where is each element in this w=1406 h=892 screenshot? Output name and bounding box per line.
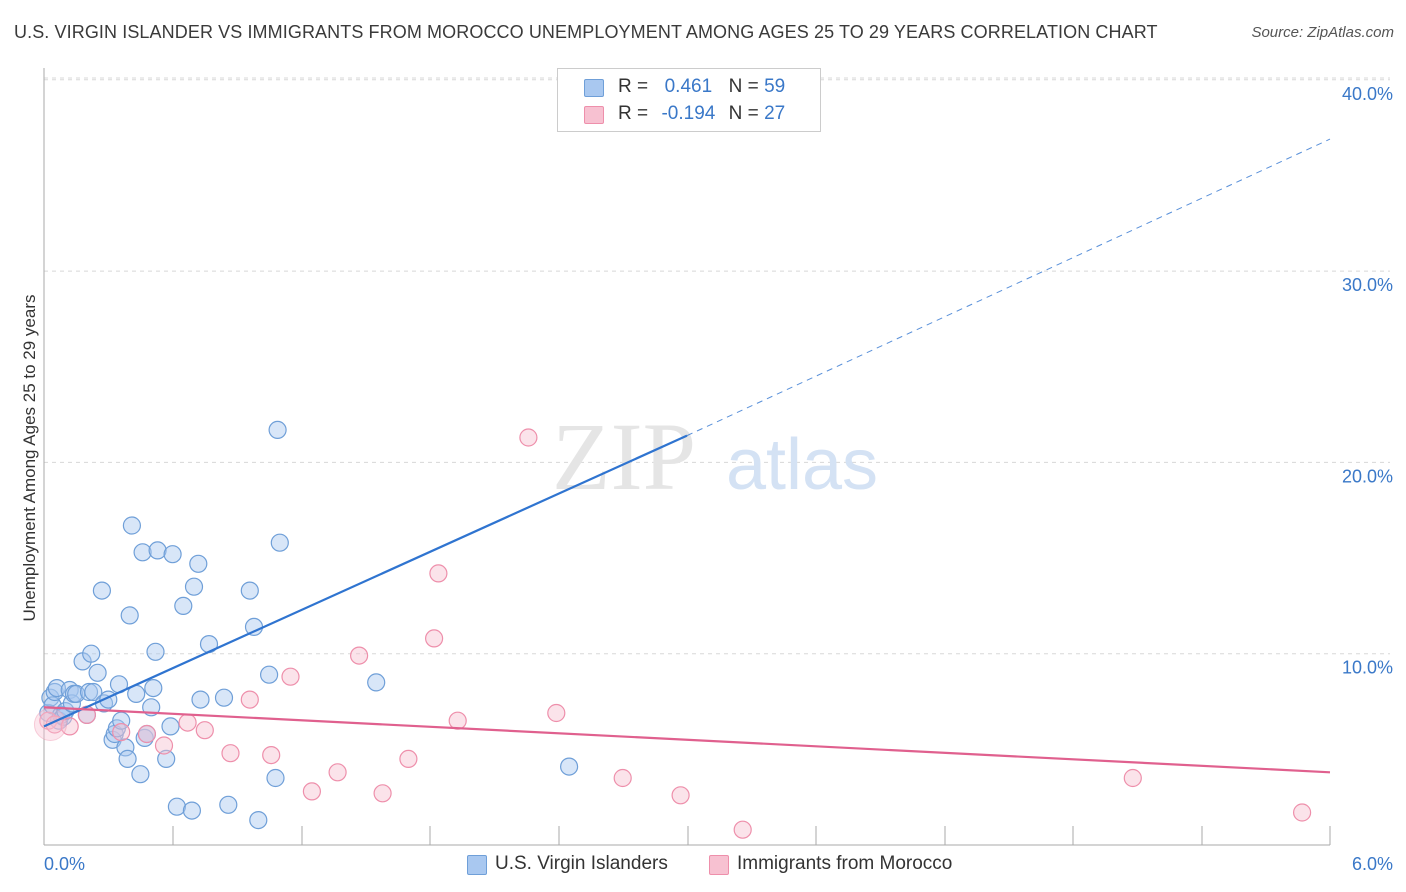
legend-r-value-2: -0.194 — [661, 103, 716, 124]
blue-point-45 — [182, 801, 201, 820]
axis-layer — [43, 68, 1331, 846]
blue-point-19 — [92, 581, 112, 600]
correlation-legend: R = 0.461 N = 59 R = -0.194 N = 27 — [557, 68, 821, 132]
blue-point-15 — [79, 682, 99, 702]
pink-point-24 — [671, 786, 690, 805]
pink-point-26 — [1123, 768, 1142, 788]
legend-n-label-1: N = — [728, 76, 759, 97]
pink-point-15 — [350, 646, 369, 665]
blue-point-18 — [88, 663, 107, 682]
bottom-legend-swatch-pink — [709, 855, 729, 875]
blue-trend-extension — [686, 138, 1331, 437]
pink-point-22 — [547, 703, 566, 723]
pink-point-10 — [240, 690, 259, 709]
x-tick-label-0: 0.0% — [44, 854, 85, 874]
legend-n-value-1: 59 — [764, 76, 786, 97]
blue-point-46 — [184, 577, 204, 596]
source-label: Source: ZipAtlas.com — [1251, 24, 1394, 41]
bottom-legend-swatch-blue — [467, 855, 487, 875]
pink-point-5 — [137, 724, 156, 744]
blue-point-52 — [240, 581, 259, 600]
legend-swatch-pink — [584, 106, 604, 124]
tick-label-layer: 10.0% 20.0% 30.0% 40.0% 0.0% 6.0% — [44, 84, 1393, 874]
blue-point-32 — [131, 765, 150, 784]
blue-point-50 — [214, 688, 234, 707]
blue-point-29 — [120, 606, 139, 625]
pink-point-12 — [281, 667, 300, 686]
y-tick-label-1: 20.0% — [1342, 466, 1393, 486]
y-tick-label-3: 40.0% — [1342, 84, 1393, 104]
blue-point-53 — [244, 617, 264, 637]
legend-n-label-2: N = — [728, 103, 759, 124]
blue-point-30 — [122, 516, 141, 535]
pink-point-13 — [302, 782, 321, 801]
watermark-zip: ZIP — [552, 403, 696, 510]
pink-point-20 — [448, 711, 467, 730]
pink-point-16 — [373, 784, 392, 803]
pink-point-4 — [112, 722, 131, 742]
blue-point-57 — [270, 533, 289, 552]
pink-trend-line — [43, 706, 1331, 774]
blue-point-16 — [82, 644, 101, 663]
points-layer — [33, 70, 1312, 839]
bottom-legend-label-1: U.S. Virgin Islanders — [495, 853, 668, 874]
blue-point-38 — [146, 642, 165, 661]
blue-point-54 — [249, 810, 268, 830]
blue-point-60 — [559, 757, 579, 776]
blue-point-33 — [133, 543, 152, 562]
bottom-legend-series1[interactable]: U.S. Virgin Islanders — [467, 852, 697, 876]
pink-point-9 — [221, 744, 240, 763]
watermark: ZIP atlas — [552, 403, 878, 510]
bottom-legend-series2[interactable]: Immigrants from Morocco — [709, 852, 989, 876]
watermark-atlas: atlas — [726, 425, 878, 505]
pink-point-7 — [178, 713, 197, 732]
pink-point-8 — [195, 721, 214, 740]
legend-swatch-blue — [584, 79, 604, 97]
legend-r-value-1: 0.461 — [664, 76, 713, 97]
blue-point-41 — [161, 717, 180, 736]
pink-point-25 — [733, 820, 752, 839]
blue-point-37 — [144, 678, 163, 698]
pink-point-6 — [154, 736, 174, 755]
blue-point-17 — [84, 682, 103, 702]
blue-point-59 — [367, 673, 386, 692]
pink-point-18 — [425, 629, 444, 648]
blue-point-44 — [174, 596, 193, 616]
chart-title: U.S. VIRGIN ISLANDER VS IMMIGRANTS FROM … — [14, 22, 1158, 42]
y-axis-label: Unemployment Among Ages 25 to 29 years — [20, 294, 39, 622]
x-tick-label-1: 6.0% — [1352, 854, 1393, 874]
trend-layer — [43, 138, 1331, 774]
blue-point-42 — [163, 545, 182, 564]
blue-point-47 — [189, 554, 208, 573]
blue-point-55 — [260, 665, 279, 684]
pink-point-14 — [328, 763, 347, 782]
blue-point-28 — [118, 749, 137, 769]
blue-point-56 — [266, 768, 285, 788]
pink-point-11 — [262, 745, 281, 765]
pink-point-27 — [1292, 803, 1312, 822]
blue-point-51 — [219, 795, 238, 814]
blue-trend-line — [43, 434, 688, 728]
legend-n-value-2: 27 — [764, 103, 786, 124]
y-tick-label-0: 10.0% — [1342, 658, 1393, 678]
bottom-legend-label-2: Immigrants from Morocco — [737, 853, 953, 874]
pink-point-23 — [613, 768, 632, 788]
pink-point-17 — [399, 749, 418, 769]
blue-point-48 — [191, 690, 210, 709]
legend-r-label-2: R = — [618, 103, 649, 124]
legend-r-label-1: R = — [618, 76, 649, 97]
blue-point-39 — [148, 541, 167, 560]
pink-point-2 — [60, 717, 79, 736]
pink-point-21 — [519, 428, 538, 447]
pink-point-19 — [429, 564, 448, 583]
blue-point-58 — [268, 420, 287, 439]
blue-point-40 — [157, 749, 176, 769]
grid-layer — [44, 77, 1390, 655]
blue-point-43 — [167, 797, 186, 816]
y-tick-label-2: 30.0% — [1342, 275, 1393, 295]
